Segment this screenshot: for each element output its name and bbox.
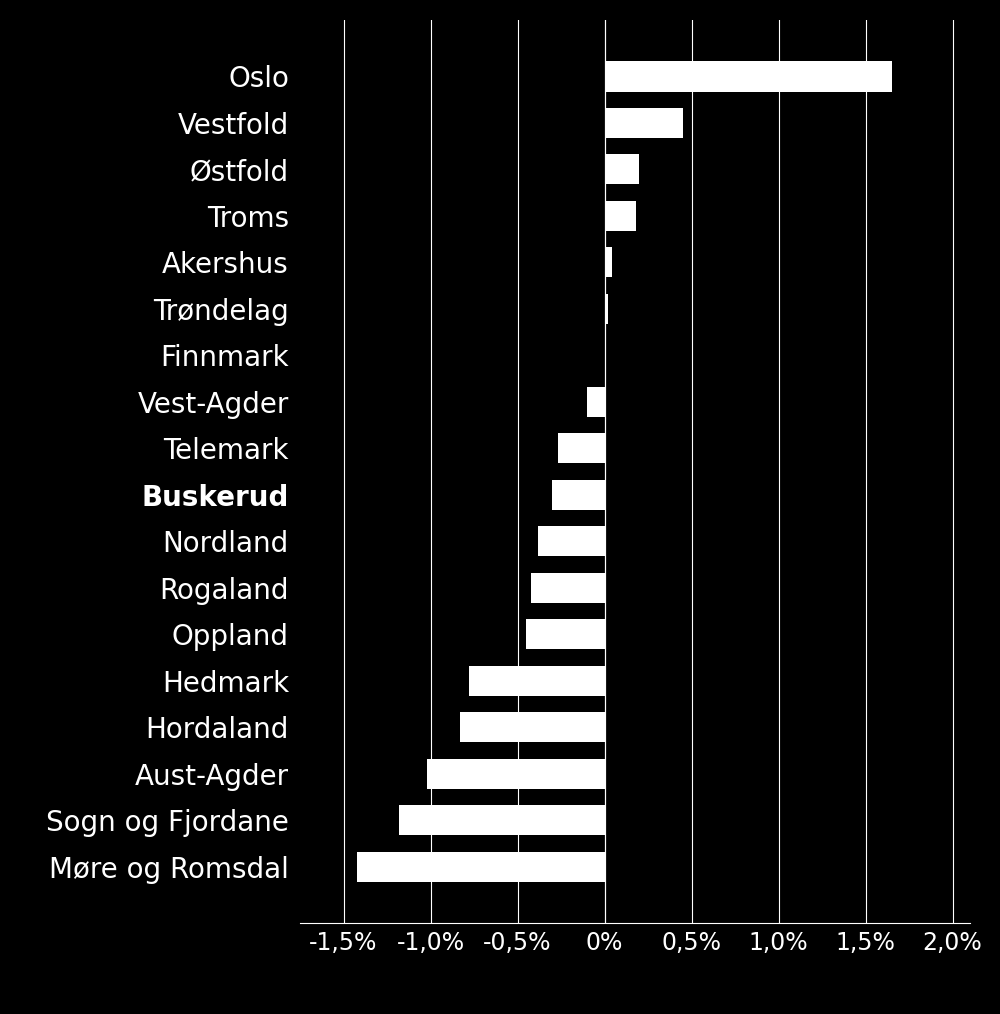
Bar bbox=[605, 107, 683, 138]
Bar bbox=[552, 480, 605, 510]
Bar bbox=[587, 386, 605, 417]
Bar bbox=[427, 758, 605, 789]
Bar bbox=[526, 620, 605, 649]
Bar bbox=[605, 294, 608, 323]
Bar bbox=[357, 852, 605, 882]
Bar bbox=[538, 526, 605, 557]
Bar bbox=[399, 805, 605, 836]
Bar bbox=[605, 61, 892, 91]
Bar bbox=[605, 154, 639, 185]
Bar bbox=[605, 247, 612, 278]
Bar bbox=[469, 665, 605, 696]
Bar bbox=[605, 201, 636, 231]
Bar bbox=[460, 712, 605, 742]
Bar bbox=[558, 433, 605, 463]
Bar bbox=[531, 573, 605, 603]
